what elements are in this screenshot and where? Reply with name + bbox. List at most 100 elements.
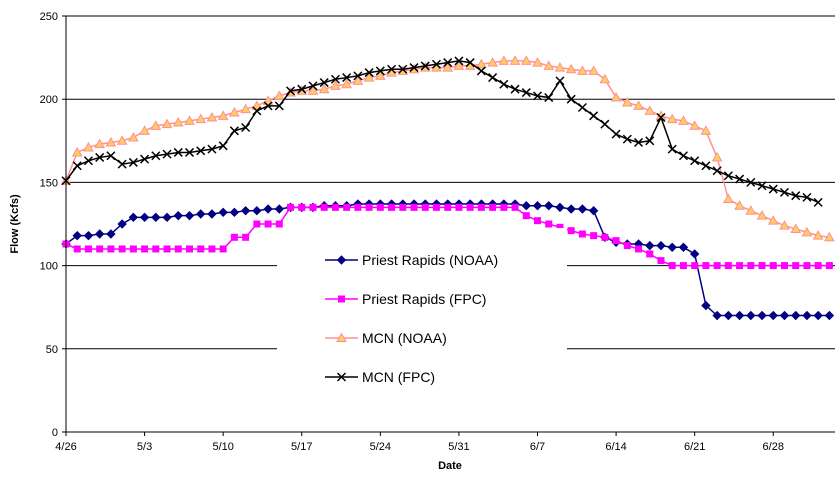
data-point <box>668 262 676 270</box>
data-point <box>566 94 576 104</box>
data-point <box>195 113 207 124</box>
data-point <box>442 62 454 72</box>
data-point <box>207 209 217 219</box>
legend-label: Priest Rapids (FPC) <box>362 291 486 307</box>
data-point <box>263 204 273 214</box>
x-axis-title: Date <box>438 460 462 472</box>
data-point <box>307 85 319 95</box>
data-point <box>510 84 520 94</box>
series-priest-rapids-fpc <box>62 203 833 270</box>
data-point <box>129 245 137 253</box>
data-point <box>566 204 576 214</box>
data-point <box>206 111 218 122</box>
legend-item: MCN (FPC) <box>325 369 435 385</box>
data-point <box>365 203 373 211</box>
data-point <box>701 300 711 311</box>
legend-label: Priest Rapids (NOAA) <box>362 252 498 268</box>
data-point <box>521 88 531 98</box>
data-point <box>621 97 633 107</box>
data-point <box>813 310 823 321</box>
data-point <box>622 134 632 144</box>
x-tick-label: 6/7 <box>530 441 545 453</box>
data-point <box>824 310 835 321</box>
data-point <box>354 203 362 211</box>
data-point <box>285 86 296 96</box>
data-point <box>229 106 240 117</box>
data-point <box>96 245 104 253</box>
data-point <box>128 157 138 167</box>
data-point <box>443 58 453 68</box>
y-axis-title: Flow (Kcfs) <box>9 194 21 254</box>
data-point <box>801 226 813 237</box>
data-point <box>791 191 801 201</box>
data-point <box>184 210 195 221</box>
data-point <box>343 203 351 211</box>
y-axis-ticks: 0 50 100 150 200 250 <box>40 11 66 439</box>
data-point <box>318 83 330 94</box>
data-point <box>736 262 744 270</box>
data-point <box>363 72 375 82</box>
data-point <box>612 237 620 245</box>
data-point <box>141 245 149 253</box>
data-point <box>73 245 81 253</box>
data-point <box>162 149 172 159</box>
data-point <box>532 200 543 211</box>
data-point <box>94 229 105 239</box>
data-point <box>555 202 565 213</box>
x-tick-label: 6/14 <box>605 441 626 453</box>
data-point <box>724 262 732 270</box>
data-point <box>646 250 654 258</box>
legend-item: MCN (NOAA) <box>325 330 447 346</box>
y-tick-label: 250 <box>40 11 58 23</box>
axes <box>65 16 835 433</box>
x-tick-label: 6/21 <box>684 441 705 453</box>
data-point <box>520 55 532 65</box>
data-point <box>252 106 262 116</box>
data-point <box>758 262 766 270</box>
data-point <box>331 203 339 211</box>
data-point <box>105 136 117 147</box>
data-point <box>161 118 173 129</box>
data-point <box>589 111 599 121</box>
data-point <box>229 126 239 136</box>
data-point <box>509 55 521 65</box>
data-point <box>543 60 555 70</box>
data-point <box>689 120 701 130</box>
data-point <box>398 64 408 74</box>
data-point <box>319 78 329 88</box>
data-point <box>184 147 195 157</box>
data-point <box>196 146 206 156</box>
data-point <box>611 129 621 139</box>
data-point <box>488 73 498 83</box>
data-point <box>353 71 363 81</box>
data-point <box>219 245 227 253</box>
data-point <box>273 90 285 100</box>
data-point <box>534 217 542 225</box>
data-point <box>489 203 497 211</box>
data-point <box>364 68 374 78</box>
data-point <box>184 115 195 125</box>
data-point <box>150 120 162 130</box>
data-point <box>116 135 128 145</box>
data-point <box>544 200 554 211</box>
data-point <box>151 212 161 223</box>
data-point <box>84 245 92 253</box>
data-point <box>308 81 318 91</box>
data-point <box>72 230 82 241</box>
data-point <box>734 200 745 210</box>
data-point <box>128 131 139 142</box>
data-point <box>172 116 184 127</box>
y-tick-label: 150 <box>40 177 58 189</box>
data-point <box>83 141 94 152</box>
data-point <box>106 151 116 161</box>
data-point <box>252 205 262 216</box>
data-point <box>476 66 486 76</box>
data-point <box>330 80 341 90</box>
data-point <box>71 146 83 157</box>
data-point <box>499 79 509 89</box>
data-point <box>780 262 788 270</box>
data-point <box>691 262 699 270</box>
data-point <box>297 84 307 94</box>
x-axis-ticks: 4/26 5/3 5/10 5/17 5/24 5/31 6/7 6/14 6/21 6/28 <box>55 432 784 453</box>
